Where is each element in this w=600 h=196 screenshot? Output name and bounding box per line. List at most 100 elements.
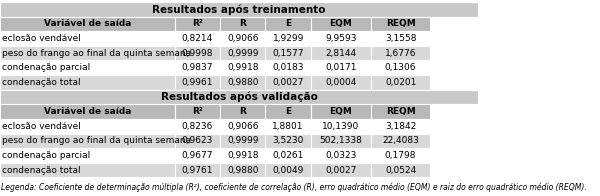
Bar bbox=[265, 163, 311, 177]
Bar bbox=[0, 75, 175, 90]
Text: 0,0201: 0,0201 bbox=[385, 78, 416, 87]
Text: peso do frango ao final da quinta semana: peso do frango ao final da quinta semana bbox=[2, 49, 191, 58]
Bar bbox=[175, 163, 220, 177]
Bar bbox=[0, 90, 478, 104]
Bar bbox=[175, 60, 220, 75]
Text: 0,9066: 0,9066 bbox=[227, 34, 259, 43]
Text: 0,0183: 0,0183 bbox=[272, 63, 304, 72]
Bar bbox=[175, 75, 220, 90]
Text: condenação parcial: condenação parcial bbox=[2, 151, 90, 160]
Text: 2,8144: 2,8144 bbox=[325, 49, 356, 58]
Bar bbox=[175, 31, 220, 46]
Text: REQM: REQM bbox=[386, 107, 415, 116]
Bar bbox=[0, 163, 175, 177]
Text: 0,1577: 0,1577 bbox=[272, 49, 304, 58]
Bar bbox=[311, 75, 371, 90]
Text: 0,9918: 0,9918 bbox=[227, 63, 259, 72]
Text: condenação parcial: condenação parcial bbox=[2, 63, 90, 72]
Bar bbox=[311, 46, 371, 60]
Text: 0,9998: 0,9998 bbox=[182, 49, 213, 58]
Text: 0,9880: 0,9880 bbox=[227, 78, 259, 87]
Text: 0,0027: 0,0027 bbox=[325, 166, 356, 175]
Bar bbox=[265, 60, 311, 75]
Bar bbox=[371, 133, 430, 148]
Bar bbox=[371, 119, 430, 133]
Text: 0,0524: 0,0524 bbox=[385, 166, 416, 175]
Bar bbox=[311, 60, 371, 75]
Text: R²: R² bbox=[192, 19, 203, 28]
Bar bbox=[311, 148, 371, 163]
Bar bbox=[371, 148, 430, 163]
Bar bbox=[220, 75, 265, 90]
Bar bbox=[311, 104, 371, 119]
Bar bbox=[311, 119, 371, 133]
Text: 0,9880: 0,9880 bbox=[227, 166, 259, 175]
Bar bbox=[371, 17, 430, 31]
Bar bbox=[371, 163, 430, 177]
Bar bbox=[220, 46, 265, 60]
Text: Legenda: Coeficiente de determinação múltipla (R²), coeficiente de correlação (R: Legenda: Coeficiente de determinação múl… bbox=[1, 182, 587, 191]
Text: 0,0049: 0,0049 bbox=[272, 166, 304, 175]
Text: 0,0004: 0,0004 bbox=[325, 78, 356, 87]
Text: 0,9961: 0,9961 bbox=[182, 78, 213, 87]
Text: REQM: REQM bbox=[386, 19, 415, 28]
Bar bbox=[265, 119, 311, 133]
Bar bbox=[265, 46, 311, 60]
Text: Variável de saída: Variável de saída bbox=[44, 19, 131, 28]
Bar bbox=[311, 17, 371, 31]
Bar bbox=[311, 163, 371, 177]
Bar bbox=[0, 31, 175, 46]
Bar bbox=[265, 133, 311, 148]
Bar bbox=[0, 119, 175, 133]
Bar bbox=[175, 104, 220, 119]
Text: 0,9623: 0,9623 bbox=[182, 136, 213, 145]
Text: E: E bbox=[285, 107, 291, 116]
Text: 0,9761: 0,9761 bbox=[182, 166, 213, 175]
Text: 3,1558: 3,1558 bbox=[385, 34, 416, 43]
Text: 0,9999: 0,9999 bbox=[227, 136, 259, 145]
Bar bbox=[371, 31, 430, 46]
Text: 0,0171: 0,0171 bbox=[325, 63, 356, 72]
Bar bbox=[371, 75, 430, 90]
Text: condenação total: condenação total bbox=[2, 78, 80, 87]
Text: condenação total: condenação total bbox=[2, 166, 80, 175]
Text: EQM: EQM bbox=[329, 19, 352, 28]
Bar bbox=[0, 104, 175, 119]
Bar bbox=[175, 17, 220, 31]
Text: peso do frango ao final da quinta semana: peso do frango ao final da quinta semana bbox=[2, 136, 191, 145]
Text: 0,9066: 0,9066 bbox=[227, 122, 259, 131]
Bar bbox=[371, 46, 430, 60]
Text: R: R bbox=[239, 107, 246, 116]
Text: E: E bbox=[285, 19, 291, 28]
Bar bbox=[220, 119, 265, 133]
Bar bbox=[0, 17, 175, 31]
Bar bbox=[220, 163, 265, 177]
Text: 0,9837: 0,9837 bbox=[182, 63, 213, 72]
Bar bbox=[265, 104, 311, 119]
Text: Resultados após treinamento: Resultados após treinamento bbox=[152, 4, 326, 15]
Text: R²: R² bbox=[192, 107, 203, 116]
Text: 3,1842: 3,1842 bbox=[385, 122, 416, 131]
Text: 9,9593: 9,9593 bbox=[325, 34, 356, 43]
Bar bbox=[220, 133, 265, 148]
Bar bbox=[0, 148, 175, 163]
Text: 0,8236: 0,8236 bbox=[182, 122, 213, 131]
Bar bbox=[0, 60, 175, 75]
Text: 0,0261: 0,0261 bbox=[272, 151, 304, 160]
Bar bbox=[311, 31, 371, 46]
Text: eclosão vendável: eclosão vendável bbox=[2, 34, 81, 43]
Text: 0,9918: 0,9918 bbox=[227, 151, 259, 160]
Bar bbox=[0, 2, 478, 17]
Text: 0,9999: 0,9999 bbox=[227, 49, 259, 58]
Text: 0,9677: 0,9677 bbox=[182, 151, 213, 160]
Bar bbox=[175, 133, 220, 148]
Bar bbox=[220, 60, 265, 75]
Text: Resultados após validação: Resultados após validação bbox=[161, 92, 317, 102]
Text: 0,1798: 0,1798 bbox=[385, 151, 416, 160]
Text: 1,6776: 1,6776 bbox=[385, 49, 416, 58]
Bar bbox=[175, 148, 220, 163]
Text: 22,4083: 22,4083 bbox=[382, 136, 419, 145]
Bar bbox=[371, 104, 430, 119]
Bar bbox=[265, 148, 311, 163]
Bar bbox=[0, 46, 175, 60]
